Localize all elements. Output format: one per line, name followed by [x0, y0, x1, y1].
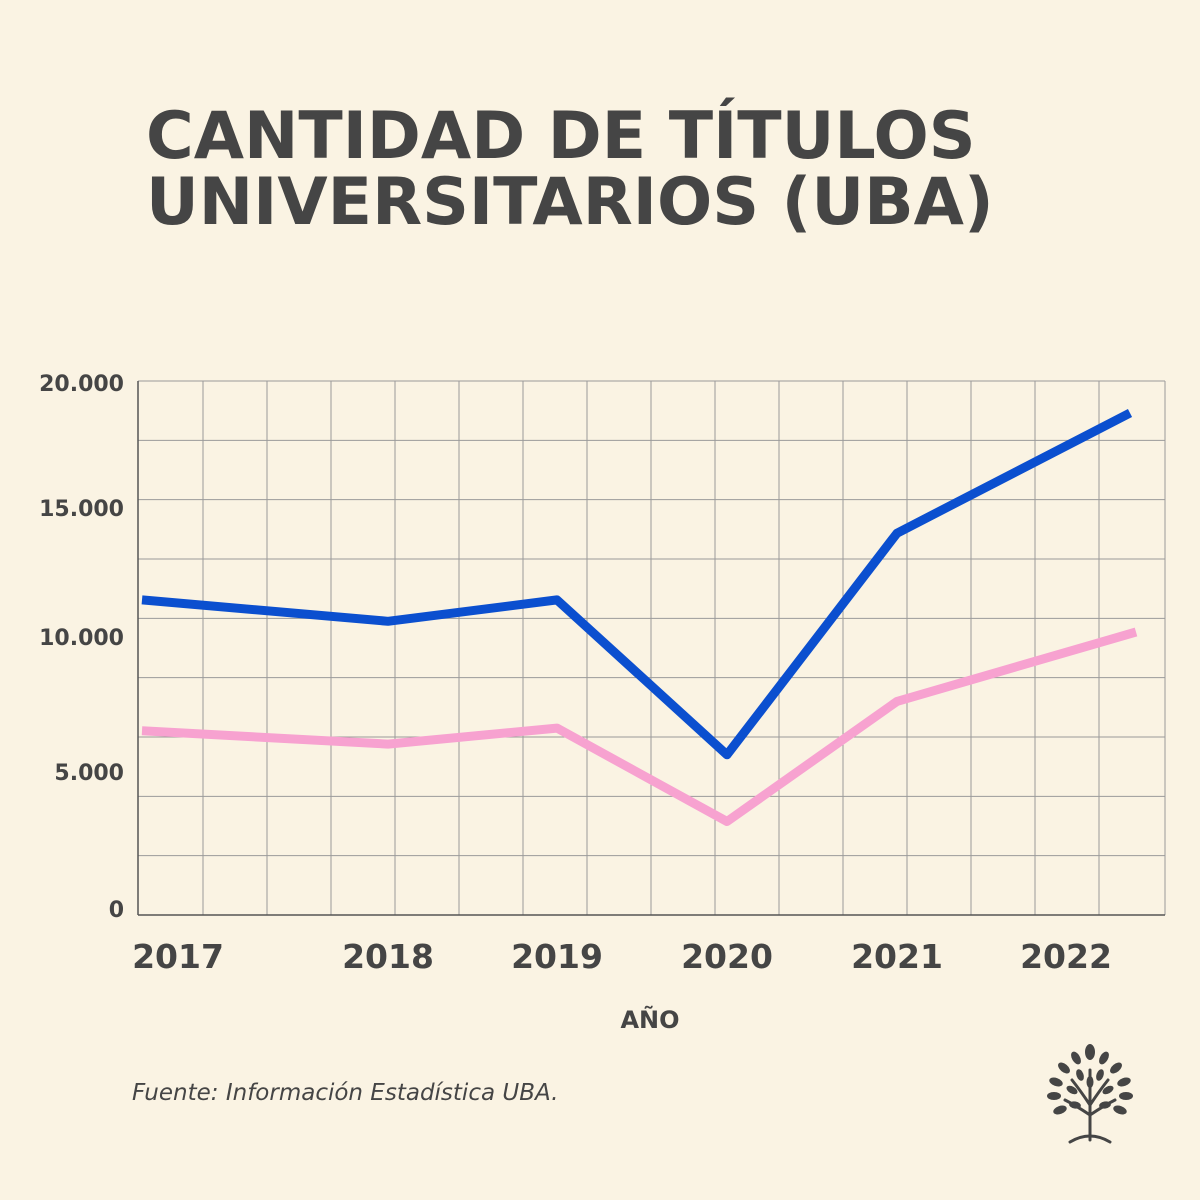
chart-title-line-2: UNIVERSITARIOS (UBA): [146, 165, 994, 240]
x-tick-label: 2017: [132, 937, 224, 976]
source-note: Fuente: Información Estadística UBA.: [132, 1080, 559, 1106]
x-tick-label: 2021: [851, 937, 943, 976]
chart-title-line-1: CANTIDAD DE TÍTULOS: [146, 99, 976, 174]
series-line-1: [141, 409, 1133, 760]
grid: [138, 380, 1166, 915]
axes: [137, 381, 1165, 916]
y-tick-label: 15.000: [39, 497, 124, 522]
tree-icon: [1047, 1044, 1133, 1144]
x-tick-label: 2020: [681, 937, 773, 976]
chart-title: CANTIDAD DE TÍTULOS UNIVERSITARIOS (UBA): [146, 104, 1146, 236]
y-tick-label: 0: [109, 898, 124, 923]
series-line-2: [141, 627, 1138, 826]
x-tick-labels: 2017 2018 2019 2020 2021 2022: [132, 937, 1112, 976]
y-tick-label: 10.000: [39, 626, 124, 651]
y-tick-label: 5.000: [54, 761, 124, 786]
x-tick-label: 2019: [511, 937, 603, 976]
x-axis-label: AÑO: [620, 1006, 680, 1034]
x-tick-label: 2022: [1020, 937, 1112, 976]
y-tick-labels: 20.000 15.000 10.000 5.000 0: [39, 372, 124, 923]
x-tick-label: 2018: [342, 937, 434, 976]
series-lines: [141, 409, 1138, 826]
y-tick-label: 20.000: [39, 372, 124, 397]
